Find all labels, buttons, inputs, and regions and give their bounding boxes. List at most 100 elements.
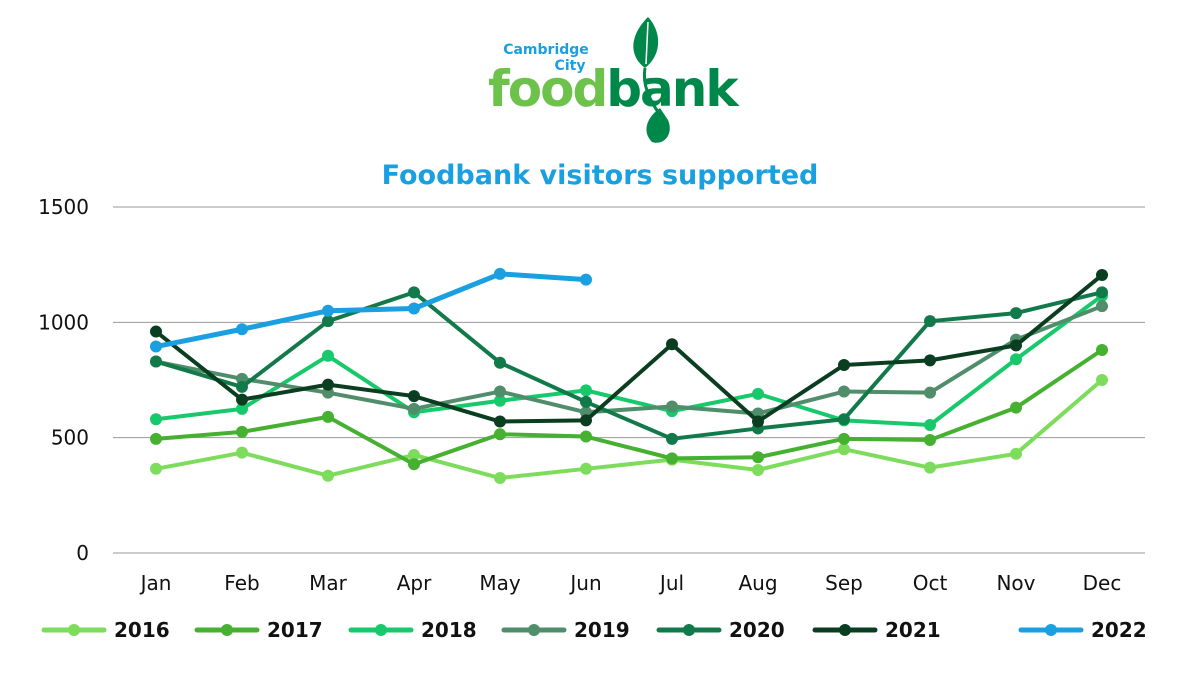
data-point (1096, 286, 1108, 299)
legend-label: 2021 (885, 618, 941, 642)
data-point (494, 394, 506, 407)
legend-swatch-marker (839, 624, 851, 636)
y-tick-label: 1000 (38, 310, 89, 334)
legend-label: 2018 (421, 618, 477, 642)
legend-swatch-marker (1045, 624, 1057, 636)
data-point (580, 395, 592, 408)
x-tick-label: Aug (738, 571, 777, 595)
logo-word-food: food (488, 60, 606, 118)
logo-line-cambridge: Cambridge (503, 42, 589, 58)
series-2021 (150, 269, 1108, 428)
legend-label: 2019 (574, 618, 630, 642)
data-point (924, 354, 936, 367)
data-point (666, 400, 678, 413)
data-point (150, 413, 162, 426)
x-tick-label: Oct (913, 571, 948, 595)
legend-item-2019: 2019 (501, 618, 630, 642)
series-line (154, 290, 1104, 441)
y-tick-label: 500 (51, 426, 89, 450)
leaf-vein-icon (645, 21, 649, 65)
data-point (494, 356, 506, 369)
data-point (1096, 269, 1108, 282)
x-tick-label: Feb (224, 571, 259, 595)
series-line (154, 304, 1104, 416)
legend-swatch-marker (68, 624, 80, 636)
legend-swatch-marker (375, 624, 387, 636)
data-point (408, 458, 420, 471)
data-point (150, 355, 162, 368)
data-point (666, 452, 678, 465)
legend-item-2020: 2020 (656, 618, 785, 642)
data-point (752, 415, 764, 428)
x-tick-label: Jun (568, 571, 601, 595)
data-point (494, 428, 506, 441)
data-point (924, 386, 936, 399)
data-point (236, 402, 248, 415)
data-point (494, 267, 506, 280)
series-line (154, 273, 1104, 424)
data-point (408, 448, 420, 461)
legend-label: 2022 (1091, 618, 1147, 642)
data-point (752, 463, 764, 476)
legend-swatch-marker (221, 624, 233, 636)
x-axis-ticks: Jan Feb Mar Apr May Jun Jul Aug Sep Oct Nov Dec (139, 571, 1122, 595)
data-point (150, 432, 162, 445)
data-point (494, 415, 506, 428)
series-line (154, 293, 1104, 427)
data-point (408, 286, 420, 299)
data-point (666, 432, 678, 445)
data-point (1010, 447, 1022, 460)
data-point (1096, 374, 1108, 386)
data-point (322, 304, 334, 317)
data-point (1096, 344, 1108, 357)
data-point (322, 315, 334, 328)
data-point (752, 387, 764, 400)
data-point (580, 430, 592, 443)
y-tick-label: 0 (76, 541, 89, 565)
data-point (236, 380, 248, 393)
data-point (1010, 307, 1022, 320)
data-point (408, 390, 420, 403)
series-line (153, 271, 589, 350)
data-point (322, 349, 334, 362)
drop-icon (646, 108, 670, 143)
x-tick-label: Jul (658, 571, 684, 595)
logo-wordmark: foodbank (488, 60, 740, 118)
data-point (322, 410, 334, 423)
x-tick-label: Jan (139, 571, 172, 595)
series-lines (150, 267, 1108, 485)
legend-item-2018: 2018 (348, 618, 477, 642)
data-point (236, 446, 248, 459)
stem-icon (642, 67, 660, 113)
foodbank-logo: Cambridge City foodbank (488, 17, 742, 143)
leaf-icon (633, 17, 659, 68)
data-point (838, 359, 850, 372)
legend-item-2021: 2021 (812, 618, 941, 642)
series-line (154, 348, 1104, 467)
legend-label: 2017 (267, 618, 323, 642)
data-point (580, 462, 592, 475)
x-tick-label: May (479, 571, 521, 595)
data-point (924, 433, 936, 446)
legend-swatch-marker (528, 624, 540, 636)
data-point (1096, 300, 1108, 313)
legend: 2016 2017 2018 2019 2020 2021 2022 (41, 618, 1147, 642)
y-tick-label: 1500 (38, 195, 89, 219)
data-point (580, 384, 592, 397)
x-tick-label: Apr (397, 571, 432, 595)
legend-item-2016: 2016 (41, 618, 170, 642)
data-point (924, 418, 936, 431)
series-line (154, 378, 1104, 481)
data-point (1010, 353, 1022, 366)
data-point (924, 315, 936, 328)
x-tick-label: Nov (996, 571, 1035, 595)
legend-label: 2016 (114, 618, 170, 642)
data-point (322, 469, 334, 482)
data-point (1010, 401, 1022, 414)
y-axis-ticks: 0 500 1000 1500 (38, 195, 89, 565)
data-point (236, 425, 248, 438)
data-point (494, 472, 506, 485)
data-point (236, 323, 248, 336)
data-point (580, 414, 592, 427)
x-tick-label: Dec (1083, 571, 1122, 595)
